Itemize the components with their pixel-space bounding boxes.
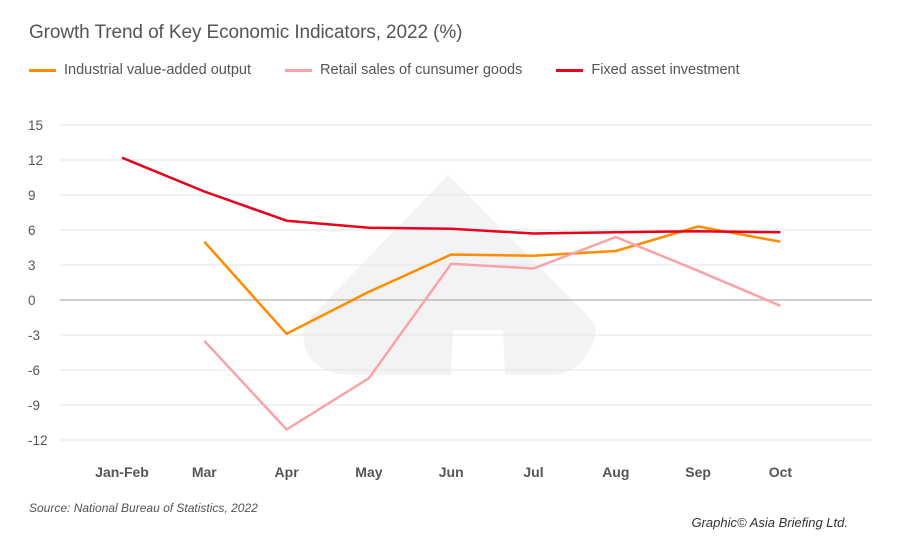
legend-swatch-industrial	[29, 68, 56, 72]
y-tick-label: -6	[28, 363, 40, 378]
legend-item-industrial: Industrial value-added output	[29, 62, 251, 78]
x-tick-label: Jun	[439, 464, 464, 480]
x-tick-label: Jan-Feb	[95, 464, 149, 480]
y-tick-label: -12	[28, 433, 48, 448]
legend-label-retail: Retail sales of cunsumer goods	[320, 62, 523, 78]
x-tick-label: Apr	[275, 464, 300, 480]
legend-item-retail: Retail sales of cunsumer goods	[285, 62, 522, 78]
x-tick-label: Sep	[685, 464, 711, 480]
legend-label-industrial: Industrial value-added output	[64, 62, 252, 78]
legend: Industrial value-added output Retail sal…	[29, 62, 774, 78]
y-tick-label: 3	[28, 258, 36, 273]
source-note: Source: National Bureau of Statistics, 2…	[29, 501, 258, 515]
y-tick-label: -3	[28, 328, 40, 343]
legend-swatch-fixed-asset	[556, 68, 584, 72]
y-tick-label: -9	[28, 398, 40, 413]
x-tick-label: Jul	[523, 464, 543, 480]
y-tick-label: 0	[28, 293, 36, 308]
x-tick-label: Mar	[192, 464, 217, 480]
series-line-retail	[203, 235, 781, 431]
watermark-logo	[303, 175, 596, 375]
y-tick-label: 15	[28, 118, 43, 133]
y-tick-label: 6	[28, 223, 36, 238]
x-tick-label: Oct	[769, 464, 793, 480]
y-tick-label: 12	[28, 153, 43, 168]
legend-item-fixed-asset: Fixed asset investment	[556, 62, 740, 78]
series-line-fixed-asset	[121, 156, 781, 235]
legend-label-fixed-asset: Fixed asset investment	[591, 62, 740, 78]
chart-title: Growth Trend of Key Economic Indicators,…	[29, 22, 463, 43]
legend-swatch-retail	[285, 68, 313, 72]
y-tick-label: 9	[28, 188, 36, 203]
credit-note: Graphic© Asia Briefing Ltd.	[691, 515, 848, 530]
x-tick-label: May	[355, 464, 382, 480]
x-tick-label: Aug	[602, 464, 629, 480]
